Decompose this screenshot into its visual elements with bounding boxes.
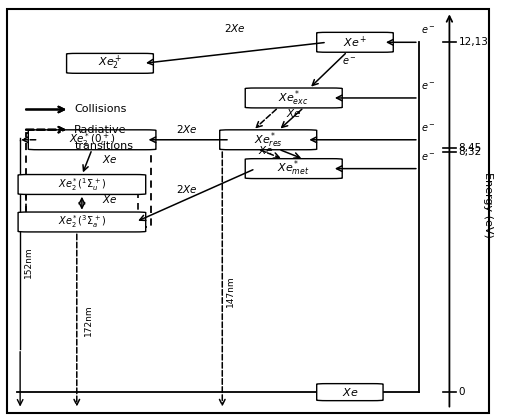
Text: $Xe_2^*(0_u^+)$: $Xe_2^*(0_u^+)$: [69, 131, 115, 148]
Text: Energy (eV): Energy (eV): [482, 172, 493, 237]
Text: $Xe^*_{exc}$: $Xe^*_{exc}$: [279, 88, 309, 108]
FancyBboxPatch shape: [245, 159, 342, 178]
Text: $Xe$: $Xe$: [258, 144, 273, 156]
Text: $Xe^+$: $Xe^+$: [343, 35, 367, 50]
Text: 8,45: 8,45: [459, 143, 482, 153]
Text: $Xe$: $Xe$: [342, 386, 358, 398]
FancyBboxPatch shape: [28, 130, 156, 150]
FancyBboxPatch shape: [245, 88, 342, 108]
Text: $Xe$: $Xe$: [102, 153, 118, 165]
Text: $e^-$: $e^-$: [422, 152, 436, 163]
Text: $e^-$: $e^-$: [422, 123, 436, 134]
Text: transitions: transitions: [74, 140, 133, 150]
Text: $Xe^*_{res}$: $Xe^*_{res}$: [254, 130, 283, 150]
Bar: [26, 133, 151, 227]
Text: $e^-$: $e^-$: [422, 81, 436, 92]
Text: $Xe_2^*(^3\Sigma_a^+)$: $Xe_2^*(^3\Sigma_a^+)$: [58, 214, 106, 230]
Text: 12,13: 12,13: [459, 37, 489, 47]
FancyBboxPatch shape: [317, 384, 383, 401]
FancyBboxPatch shape: [18, 175, 146, 194]
Text: 0: 0: [459, 387, 465, 397]
FancyBboxPatch shape: [18, 212, 146, 232]
Text: $Xe$: $Xe$: [286, 107, 301, 119]
Text: $Xe_2^*(^1\Sigma_u^+)$: $Xe_2^*(^1\Sigma_u^+)$: [58, 176, 106, 193]
FancyBboxPatch shape: [317, 32, 393, 52]
FancyBboxPatch shape: [67, 54, 153, 73]
Text: 8,32: 8,32: [459, 147, 482, 157]
Text: $Xe$: $Xe$: [102, 193, 118, 205]
Text: $Xe^*_{met}$: $Xe^*_{met}$: [278, 159, 310, 178]
Text: $e^-$: $e^-$: [422, 25, 436, 36]
Text: Collisions: Collisions: [74, 104, 126, 115]
Text: 172nm: 172nm: [85, 304, 93, 336]
Bar: [26, 181, 138, 226]
Text: $2Xe$: $2Xe$: [176, 123, 197, 135]
Text: $2Xe$: $2Xe$: [176, 183, 197, 195]
Text: 152nm: 152nm: [24, 247, 33, 278]
Text: $Xe_2^+$: $Xe_2^+$: [98, 54, 122, 72]
Text: $2Xe$: $2Xe$: [224, 22, 246, 33]
FancyBboxPatch shape: [220, 130, 317, 150]
Text: Radiative: Radiative: [74, 125, 127, 135]
Text: 147nm: 147nm: [227, 275, 235, 307]
Text: $e^-$: $e^-$: [342, 56, 357, 67]
